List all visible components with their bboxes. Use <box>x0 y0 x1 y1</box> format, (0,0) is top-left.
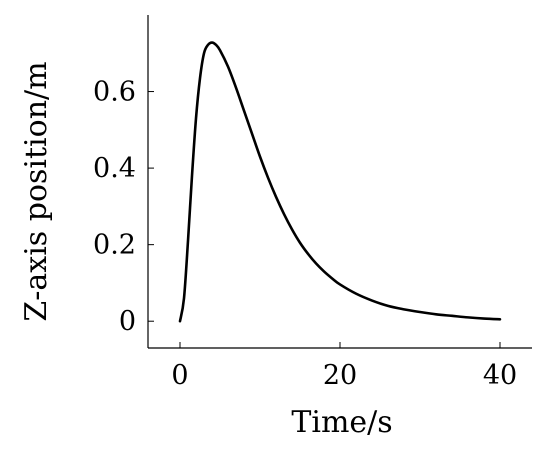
x-tick-label: 20 <box>323 360 357 391</box>
y-axis-label: Z-axis position/m <box>19 61 54 321</box>
y-tick-label: 0.6 <box>93 77 136 108</box>
x-axis-label: Time/s <box>291 405 392 440</box>
series-layer <box>178 41 502 323</box>
y-tick-label: 0.2 <box>93 230 136 261</box>
y-ticks: 0 0.2 0.4 0.6 <box>93 77 154 337</box>
x-ticks: 0 20 40 <box>171 342 517 391</box>
x-tick-label: 0 <box>171 360 188 391</box>
axes <box>147 15 532 349</box>
y-tick-label: 0 <box>119 306 136 337</box>
y-tick-label: 0.4 <box>93 153 136 184</box>
x-tick-label: 40 <box>483 360 517 391</box>
series-line-0 <box>178 41 502 323</box>
